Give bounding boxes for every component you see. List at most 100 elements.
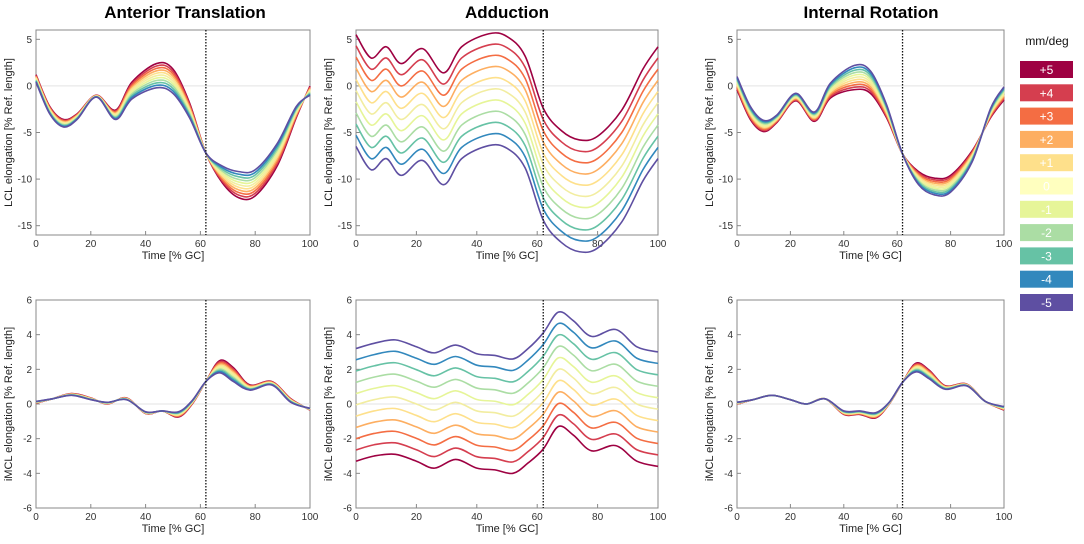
x-tick-label: 100 bbox=[650, 512, 667, 523]
series-line-plus3 bbox=[355, 54, 659, 164]
x-tick-label: 40 bbox=[838, 512, 850, 523]
legend-label: -1 bbox=[1041, 203, 1052, 217]
y-tick-label: 6 bbox=[26, 296, 32, 307]
x-tick-label: 20 bbox=[785, 512, 797, 523]
x-tick-label: 80 bbox=[592, 239, 604, 250]
series-line-plus5 bbox=[355, 425, 659, 475]
legend-label: +5 bbox=[1040, 63, 1054, 77]
x-axis-label: Time [% GC] bbox=[839, 523, 902, 535]
x-tick-label: 80 bbox=[945, 239, 957, 250]
series-line-0 bbox=[355, 87, 659, 198]
x-axis-label: Time [% GC] bbox=[142, 523, 205, 535]
y-tick-label: -10 bbox=[719, 175, 734, 186]
x-tick-label: 40 bbox=[471, 239, 483, 250]
series-line-plus1 bbox=[355, 379, 659, 429]
series-line-minus5 bbox=[35, 372, 311, 414]
y-tick-label: -15 bbox=[338, 221, 353, 232]
legend-swatch bbox=[1020, 61, 1073, 78]
x-tick-label: 40 bbox=[471, 512, 483, 523]
y-axis-label: iMCL elongation [% Ref. length] bbox=[3, 327, 15, 481]
series-line-plus4 bbox=[355, 43, 659, 153]
legend-label: -2 bbox=[1041, 226, 1052, 240]
x-tick-label: 100 bbox=[650, 239, 667, 250]
legend-entry: -1 bbox=[1020, 200, 1073, 218]
series-line-minus5 bbox=[736, 371, 1005, 414]
y-axis-label: iMCL elongation [% Ref. length] bbox=[704, 327, 716, 481]
x-tick-label: 80 bbox=[945, 512, 957, 523]
column-title-internal-rotation: Internal Rotation bbox=[803, 3, 938, 22]
x-tick-label: 80 bbox=[250, 239, 262, 250]
legend-label: 0 bbox=[1043, 180, 1050, 194]
chart-panel: -15 -10 -5 0 5 0 20 40 60 80 100 Time [% GC] LCL elo… bbox=[3, 29, 319, 262]
series-line-minus2 bbox=[355, 110, 659, 220]
legend-swatch bbox=[1020, 84, 1073, 102]
y-tick-label: 0 bbox=[727, 81, 733, 92]
series-line-plus2 bbox=[355, 65, 659, 175]
x-tick-label: 0 bbox=[734, 239, 740, 250]
series-line-minus5 bbox=[355, 143, 659, 254]
series-line-minus1 bbox=[355, 356, 659, 406]
x-tick-label: 60 bbox=[195, 512, 207, 523]
y-tick-label: -6 bbox=[343, 504, 352, 515]
x-tick-label: 0 bbox=[353, 512, 359, 523]
chart-panel: -15 -10 -5 0 5 0 20 40 60 80 100 Time [% GC] LCL elo… bbox=[704, 29, 1013, 262]
y-tick-label: -6 bbox=[724, 504, 733, 515]
legend: mm/deg +5 +4 +3 +2 +1 0 -1 -2 -3 -4 -5 bbox=[1020, 34, 1073, 311]
y-tick-label: -4 bbox=[23, 469, 32, 480]
x-tick-label: 40 bbox=[140, 239, 152, 250]
series-line-minus3 bbox=[355, 333, 659, 383]
legend-swatch bbox=[1020, 294, 1073, 311]
y-tick-label: -5 bbox=[23, 128, 32, 139]
y-tick-label: 2 bbox=[727, 365, 733, 376]
series-lines bbox=[355, 310, 659, 475]
y-tick-label: 4 bbox=[346, 330, 352, 341]
x-axis-label: Time [% GC] bbox=[142, 250, 205, 262]
series-line-minus3 bbox=[355, 121, 659, 231]
x-axis-label: Time [% GC] bbox=[476, 523, 539, 535]
x-tick-label: 20 bbox=[85, 512, 97, 523]
series-line-minus2 bbox=[355, 345, 659, 395]
legend-label: -4 bbox=[1041, 273, 1052, 287]
y-axis-label: LCL elongation [% Ref. length] bbox=[3, 58, 15, 207]
y-tick-label: 6 bbox=[346, 296, 352, 307]
y-tick-label: -6 bbox=[23, 504, 32, 515]
x-tick-label: 60 bbox=[892, 239, 904, 250]
series-line-minus5 bbox=[35, 81, 311, 174]
x-tick-label: 0 bbox=[33, 512, 39, 523]
x-tick-label: 80 bbox=[250, 512, 262, 523]
y-tick-label: 5 bbox=[346, 35, 352, 46]
legend-entry: -2 bbox=[1020, 224, 1073, 242]
y-tick-label: -2 bbox=[343, 434, 352, 445]
legend-swatch bbox=[1020, 200, 1073, 218]
legend-entry: +4 bbox=[1020, 84, 1073, 102]
series-lines bbox=[35, 61, 311, 201]
y-tick-label: 0 bbox=[346, 400, 352, 411]
legend-entry: +3 bbox=[1020, 107, 1073, 125]
x-tick-label: 0 bbox=[734, 512, 740, 523]
legend-swatch bbox=[1020, 224, 1073, 242]
y-tick-label: -2 bbox=[23, 434, 32, 445]
series-lines bbox=[736, 63, 1005, 197]
legend-label: +2 bbox=[1040, 133, 1054, 147]
legend-label: -3 bbox=[1041, 249, 1052, 263]
y-axis-label: iMCL elongation [% Ref. length] bbox=[323, 327, 335, 481]
legend-entry: -5 bbox=[1020, 294, 1073, 311]
series-line-plus5 bbox=[355, 32, 659, 142]
series-lines bbox=[35, 359, 311, 418]
x-tick-label: 60 bbox=[892, 512, 904, 523]
y-tick-label: -15 bbox=[18, 221, 33, 232]
x-tick-label: 100 bbox=[302, 512, 319, 523]
legend-swatch bbox=[1020, 107, 1073, 125]
x-tick-label: 80 bbox=[592, 512, 604, 523]
y-tick-label: 0 bbox=[727, 400, 733, 411]
legend-label: +1 bbox=[1040, 156, 1054, 170]
legend-swatch bbox=[1020, 270, 1073, 288]
x-tick-label: 60 bbox=[532, 512, 544, 523]
legend-entry: 0 bbox=[1020, 177, 1073, 195]
column-title-adduction: Adduction bbox=[465, 3, 549, 22]
series-line-plus1 bbox=[355, 76, 659, 187]
